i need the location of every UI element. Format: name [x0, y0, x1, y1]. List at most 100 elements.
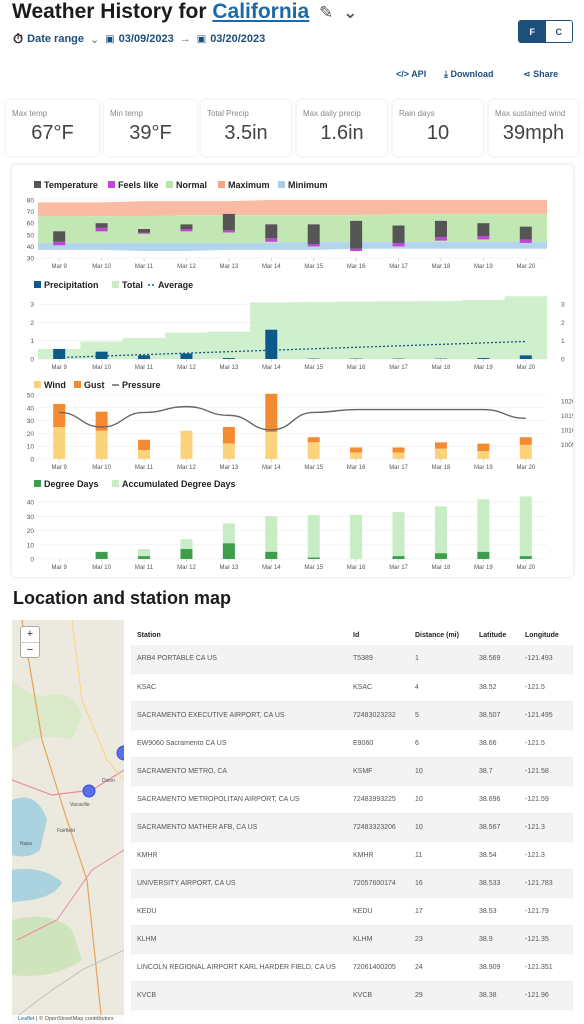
end-date-input[interactable]: 03/20/2023	[210, 33, 266, 45]
table-row[interactable]: SACRAMENTO METROPOLITAN AIRPORT, CA US 72…	[131, 785, 573, 814]
osm-attribution[interactable]: | © OpenStreetMap contributors	[36, 1016, 114, 1022]
table-row[interactable]: KLHM KLHM 23 38.9 -121.35	[131, 925, 573, 954]
stations-table-body: ARB4 PORTABLE CA US T5389 1 38.569 -121.493 K…	[131, 645, 573, 1010]
wind-bar	[307, 442, 320, 459]
temperature-bar	[95, 223, 108, 228]
chevron-down-icon[interactable]: ⌄	[343, 3, 358, 22]
legend-label: Normal	[176, 180, 207, 190]
station-marker[interactable]	[82, 784, 96, 798]
share-link[interactable]: ⋖ Share	[523, 69, 558, 83]
station-latitude: 38.533	[473, 869, 519, 898]
station-latitude: 38.54	[473, 841, 519, 870]
table-row[interactable]: KEDU KEDU 17 38.53 -121.79	[131, 897, 573, 926]
location-link[interactable]: California	[212, 0, 310, 23]
y-tick-label: 1	[561, 338, 565, 345]
unit-c-button[interactable]: C	[545, 21, 572, 42]
api-link[interactable]: </> API	[396, 69, 426, 83]
chevron-down-icon[interactable]: ⌄	[90, 33, 100, 46]
y2-tick-label: 1015	[561, 413, 573, 420]
zoom-out-button[interactable]: −	[26, 644, 34, 656]
unit-toggle[interactable]: F C	[518, 20, 573, 43]
stat-value: 67°F	[31, 122, 74, 144]
table-row[interactable]: LINCOLN REGIONAL AIRPORT KARL HARDER FIE…	[131, 953, 573, 982]
legend-swatch	[166, 181, 173, 188]
unit-f-button[interactable]: F	[519, 21, 546, 42]
table-row[interactable]: KMHR KMHR 11 38.54 -121.3	[131, 841, 573, 870]
table-row[interactable]: KVCB KVCB 29 38.38 -121.96	[131, 981, 573, 1010]
station-name: KVCB	[131, 981, 347, 1010]
date-range-row: ⏱ Date range ⌄ ▣ 03/09/2023 → ▣ 03/20/20…	[13, 30, 265, 48]
x-tick-label: Mar 12	[177, 264, 196, 270]
legend-swatch	[218, 181, 225, 188]
x-tick-label: Mar 16	[347, 465, 366, 471]
feels-like-bar	[392, 242, 405, 247]
x-tick-label: Mar 17	[389, 465, 408, 471]
stat-card-max-temp: Max temp 67°F	[6, 100, 99, 156]
wind-bar	[477, 451, 490, 459]
accumulated-degree-days-bar	[392, 512, 405, 559]
station-name: ARB4 PORTABLE CA US	[131, 645, 347, 674]
stat-label: Total Precip	[207, 109, 249, 118]
download-label: Download	[450, 69, 494, 79]
station-id: 72061400205	[347, 953, 409, 982]
station-id: 72483323206	[347, 813, 409, 842]
y-tick-label: 80	[27, 198, 35, 205]
station-latitude: 38.66	[473, 729, 519, 758]
x-tick-label: Mar 17	[389, 565, 408, 571]
temperature-bar	[477, 223, 490, 236]
x-tick-label: Mar 19	[474, 264, 493, 270]
zoom-in-button[interactable]: +	[21, 627, 39, 643]
y-tick-label: 60	[27, 221, 35, 228]
col-longitude[interactable]: Longitude	[525, 631, 559, 639]
temperature-bar	[519, 226, 532, 240]
normal-area	[38, 213, 547, 243]
station-distance: 23	[409, 925, 473, 954]
download-link[interactable]: ⤓ Download	[444, 69, 494, 83]
x-tick-label: Mar 14	[262, 365, 281, 371]
map-zoom-control: + −	[20, 626, 40, 658]
legend-swatch	[34, 381, 41, 388]
table-row[interactable]: SACRAMENTO EXECUTIVE AIRPORT, CA US 72483…	[131, 701, 573, 730]
x-tick-label: Mar 17	[389, 365, 408, 371]
col-id[interactable]: Id	[353, 631, 360, 639]
date-range-dropdown[interactable]: Date range	[27, 33, 84, 45]
title-prefix: Weather History for	[12, 0, 207, 23]
y-tick-label: 50	[27, 232, 35, 239]
y-tick-label: 20	[27, 528, 35, 535]
table-row[interactable]: ARB4 PORTABLE CA US T5389 1 38.569 -121.493	[131, 645, 573, 674]
wind-bar	[222, 443, 235, 459]
map-canvas[interactable]: Napa Vacaville Fairfield Dixon	[12, 620, 124, 1024]
wind-bar	[180, 430, 193, 459]
table-row[interactable]: KSAC KSAC 4 38.52 -121.5	[131, 673, 573, 702]
y-tick-label: 1	[30, 338, 34, 345]
y2-tick-label: 1005	[561, 442, 573, 449]
station-map[interactable]: Napa Vacaville Fairfield Dixon + − Leafl…	[12, 620, 124, 1024]
col-latitude[interactable]: Latitude	[479, 631, 507, 639]
station-latitude: 38.569	[473, 645, 519, 674]
start-date-input[interactable]: 03/09/2023	[118, 33, 174, 45]
col-distance[interactable]: Distance (mi)	[415, 631, 459, 639]
station-marker[interactable]	[116, 745, 124, 761]
station-longitude: -121.3	[519, 813, 573, 842]
x-tick-label: Mar 14	[262, 465, 281, 471]
x-tick-label: Mar 16	[347, 365, 366, 371]
leaflet-link[interactable]: Leaflet	[18, 1016, 35, 1022]
gust-bar	[307, 437, 320, 443]
degree-days-bar	[265, 551, 278, 559]
y-tick-label: 70	[27, 209, 35, 216]
legend-label: Average	[158, 280, 193, 290]
table-row[interactable]: UNIVERSITY AIRPORT, CA US 72057600174 16 38…	[131, 869, 573, 898]
col-station[interactable]: Station	[137, 631, 161, 639]
station-longitude: -121.5	[519, 729, 573, 758]
stations-table: Station Id Distance (mi) Latitude Longit…	[131, 625, 573, 1010]
table-row[interactable]: SACRAMENTO METRO, CA KSMF 10 38.7 -121.58	[131, 757, 573, 786]
edit-pencil-icon[interactable]: ✎	[319, 3, 334, 22]
legend-label: Wind	[44, 380, 66, 390]
table-row[interactable]: EW9060 Sacramento CA US E9060 6 38.66 -121.5	[131, 729, 573, 758]
feels-like-bar	[53, 241, 66, 246]
station-longitude: -121.495	[519, 701, 573, 730]
precip-bar	[519, 355, 532, 359]
temperature-bar	[138, 229, 151, 233]
table-row[interactable]: SACRAMENTO MATHER AFB, CA US 72483323206 1…	[131, 813, 573, 842]
stat-card-min-temp: Min temp 39°F	[104, 100, 197, 156]
